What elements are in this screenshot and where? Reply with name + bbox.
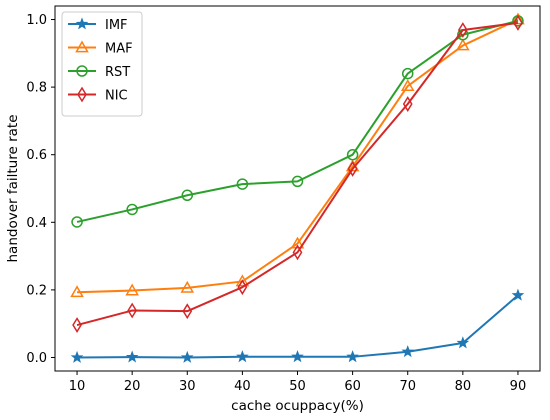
legend-marker (77, 86, 87, 103)
data-point (290, 236, 305, 249)
data-point (237, 279, 248, 296)
legend-box (61, 11, 143, 117)
data-point (72, 317, 82, 333)
data-point (402, 96, 413, 112)
data-point (346, 148, 359, 161)
legend-item-rst: RST (68, 65, 130, 80)
data-point (127, 302, 138, 319)
y-tick-label: 0.2 (26, 283, 47, 298)
series-line-imf (77, 294, 519, 359)
y-tick-label: 0.8 (26, 81, 47, 96)
series-line-nic (76, 21, 519, 327)
y-tick-label: 0.6 (26, 148, 47, 163)
legend-item-imf: IMF (68, 17, 128, 33)
data-point (125, 350, 139, 363)
data-point (292, 244, 303, 261)
data-point (291, 175, 304, 188)
legend-marker (75, 17, 89, 30)
series-imf (70, 288, 525, 363)
data-point (180, 280, 195, 293)
y-axis-label: handover failture rate (5, 115, 21, 263)
legend-label: IMF (105, 18, 128, 33)
x-tick-label: 60 (344, 379, 361, 394)
data-point (70, 285, 84, 298)
legend-label: NIC (105, 89, 128, 104)
y-tick-label: 0.4 (26, 216, 47, 231)
x-tick-label: 40 (234, 379, 251, 394)
series-line-maf (77, 18, 519, 294)
data-point (401, 345, 415, 358)
legend: IMF MAF RST NIC (61, 11, 143, 117)
data-point (235, 274, 250, 287)
data-point (236, 350, 249, 363)
data-point (401, 67, 414, 80)
x-tick-label: 90 (510, 379, 527, 394)
x-tick-label: 20 (124, 379, 141, 394)
legend-marker (75, 40, 89, 53)
y-tick-label: 1.0 (26, 13, 47, 28)
data-point (456, 336, 470, 349)
legend-marker (76, 65, 88, 77)
legend-item-nic: NIC (68, 86, 128, 104)
series-line-rst (76, 19, 519, 223)
data-point (457, 22, 468, 38)
x-tick-label: 50 (289, 379, 306, 394)
x-axis: 10 20 30 40 50 60 70 80 90 (69, 371, 526, 394)
data-point (291, 350, 304, 363)
legend-label: RST (105, 65, 130, 80)
data-point (125, 283, 139, 296)
x-tick-label: 70 (399, 379, 416, 394)
data-point (180, 350, 194, 363)
series-nic (72, 14, 523, 333)
series-layer (70, 12, 525, 363)
data-point (346, 350, 359, 363)
data-point (236, 178, 249, 190)
series-maf (70, 12, 525, 298)
data-point (181, 189, 194, 202)
series-rst (71, 15, 524, 228)
data-point (71, 216, 83, 228)
data-point (513, 14, 523, 31)
data-point (182, 303, 193, 320)
x-tick-label: 10 (69, 379, 86, 394)
data-point (347, 160, 358, 177)
x-axis-label: cache ocuppacy(%) (231, 398, 364, 414)
data-point (126, 203, 138, 216)
y-axis: 0.0 0.2 0.4 0.6 0.8 1.0 (26, 13, 55, 366)
data-point (511, 288, 525, 301)
data-point (400, 79, 415, 91)
x-tick-label: 30 (179, 379, 196, 394)
legend-label: MAF (105, 42, 133, 57)
data-point (456, 38, 470, 51)
data-point (70, 350, 84, 363)
x-tick-label: 80 (455, 379, 472, 394)
legend-item-maf: MAF (68, 40, 133, 57)
y-tick-label: 0.0 (26, 351, 47, 366)
